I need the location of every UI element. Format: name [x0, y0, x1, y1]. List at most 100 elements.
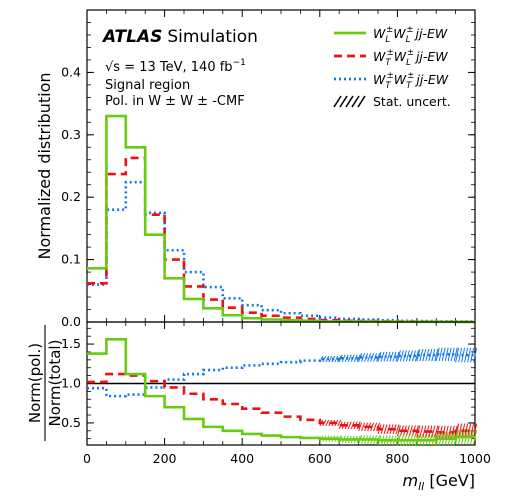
legend-label-tt: WT±WT± jj-EW	[373, 71, 449, 91]
ratio-ylabel: Norm(pol.) Norm(total)	[26, 325, 64, 441]
ratio-uncert-hatch	[425, 434, 430, 447]
ratio-uncert-hatch	[434, 434, 439, 447]
ratio-uncert-hatch	[399, 425, 404, 437]
ratio-uncert-hatch	[402, 434, 407, 446]
legend-ll-w1: W	[373, 26, 386, 41]
ratio-uncert-hatch	[361, 353, 366, 362]
ratio-uncert-hatch	[344, 354, 349, 363]
ratio-uncert-hatch	[383, 424, 388, 435]
ratio-uncert-hatch	[428, 434, 433, 447]
ratio-uncert-hatch	[364, 435, 369, 444]
ratio-uncert-hatch	[411, 434, 416, 446]
main-ticks: 0.0 0.1 0.2 0.3 0.4	[61, 10, 476, 329]
x-tick-label: 400	[230, 451, 254, 466]
legend-tt-sub1: T	[385, 81, 391, 91]
ratio-ticks: 0.5 1.0 1.5 0 200 400 600 800 1000	[61, 322, 491, 466]
ratio-uncert-hatch	[464, 347, 469, 363]
ratio-uncert-hatch	[425, 348, 430, 362]
ratio-uncert-hatch	[447, 425, 452, 440]
atlas-brand: ATLAS Simulation	[101, 27, 258, 47]
ratio-uncert-hatch	[353, 421, 358, 430]
ratio-uncert-hatch	[350, 354, 355, 363]
ratio-uncert-hatch	[392, 424, 397, 435]
ratio-uncert-hatch	[319, 355, 324, 363]
ratio-uncert-hatch	[319, 419, 324, 427]
ratio-uncert-hatch	[402, 425, 407, 437]
ratio-uncert-hatch	[334, 355, 339, 363]
ratio-uncert-hatch	[370, 353, 375, 362]
ratio-uncert-hatch	[464, 429, 469, 445]
ratio-uncert-hatch	[334, 435, 339, 442]
x-tick-label: 200	[153, 451, 177, 466]
legend-ll-w2: W	[393, 26, 406, 41]
ratio-uncert-hatch	[405, 350, 410, 362]
ratio-uncert-hatch	[441, 425, 446, 440]
ratio-uncert-hatch	[370, 435, 375, 444]
ratio-uncert-hatch	[331, 419, 336, 427]
ratio-uncert-hatch	[438, 425, 443, 440]
x-tick-label: 1000	[459, 451, 491, 466]
x-tick-label: 800	[385, 451, 409, 466]
ratio-uncert-hatch	[328, 435, 333, 442]
legend-ll-tail: jj-EW	[414, 26, 448, 41]
ratio-uncert-hatch	[386, 435, 391, 446]
legend: WL±WL± jj-EW WT±WL± jj-EW WT±WT± jj-EW Stat…	[333, 25, 451, 109]
ratio-uncert-hatch	[458, 347, 463, 363]
x-axis-label-sub: ll	[418, 480, 424, 493]
ratio-uncert-hatch	[416, 348, 421, 362]
energy-label: √s = 13 TeV, 140 fb−1	[105, 58, 246, 75]
ratio-uncert-hatch	[458, 429, 463, 445]
ratio-uncert-hatch	[425, 425, 430, 438]
ratio-uncert-hatch	[338, 354, 343, 363]
ratio-uncert-hatch	[383, 351, 388, 362]
ratio-ytick-label: 1.5	[61, 336, 81, 351]
ratio-uncert-hatch	[431, 348, 436, 362]
ratio-uncert-hatch	[461, 347, 466, 363]
ratio-uncert-hatch	[322, 435, 327, 442]
ratio-uncert-hatch	[319, 435, 324, 442]
main-panel: 0.00.10.20.30.4 Normalized distribution …	[35, 9, 476, 329]
ratio-uncert-hatch	[331, 435, 336, 442]
legend-tt-sup2: ±	[407, 71, 414, 81]
ratio-uncert-hatch	[458, 423, 463, 439]
legend-tl-sup2: ±	[407, 48, 414, 58]
frame-label: Pol. in W ± W ± -CMF	[105, 94, 245, 109]
ratio-uncert-hatch	[376, 422, 381, 432]
ratio-uncert-hatch	[367, 353, 372, 362]
ratio-uncert-hatch	[358, 353, 363, 362]
ratio-uncert-hatch	[396, 425, 401, 437]
ratio-uncert-hatch	[337, 355, 342, 363]
ratio-uncert-hatch	[356, 435, 361, 444]
legend-tl-sub2: L	[406, 58, 411, 68]
ratio-uncert-hatch	[450, 425, 455, 440]
ratio-uncert-hatch	[422, 434, 427, 447]
ratio-uncert-hatch	[434, 348, 439, 362]
ratio-uncert-hatch	[473, 347, 478, 363]
ratio-uncert-hatch	[383, 435, 388, 446]
ratio-uncert-hatch	[350, 435, 355, 444]
ratio-uncert-hatch	[322, 419, 327, 427]
main-ytick-label: 0.3	[61, 127, 81, 142]
legend-tt-sup1: ±	[387, 71, 394, 81]
legend-tl-sub1: T	[385, 58, 391, 68]
ratio-uncert-hatch	[470, 347, 475, 363]
ratio-uncert-hatch	[464, 423, 469, 439]
legend-tt-tail: jj-EW	[414, 72, 448, 87]
ratio-uncert-hatch	[361, 435, 366, 444]
main-series	[87, 114, 475, 324]
ratio-uncert-hatch	[325, 355, 330, 363]
ratio-ytick-label: 1.0	[61, 376, 81, 391]
ratio-uncert-hatch	[444, 347, 449, 362]
ratio-uncert-hatch	[395, 424, 400, 435]
ratio-uncert-hatch	[395, 351, 400, 362]
ratio-uncert-hatch	[370, 422, 375, 432]
ratio-uncert-hatch	[419, 348, 424, 362]
legend-ll-sub1: L	[385, 35, 390, 45]
ratio-uncert-hatch	[389, 435, 394, 446]
ratio-uncert-hatch	[408, 425, 413, 437]
legend-tl-w2: W	[394, 49, 407, 64]
ratio-uncert-hatch	[377, 351, 382, 362]
ratio-uncert-hatch	[356, 354, 361, 363]
ratio-uncert-hatch	[435, 431, 440, 446]
legend-hatch-swatch	[333, 95, 366, 108]
